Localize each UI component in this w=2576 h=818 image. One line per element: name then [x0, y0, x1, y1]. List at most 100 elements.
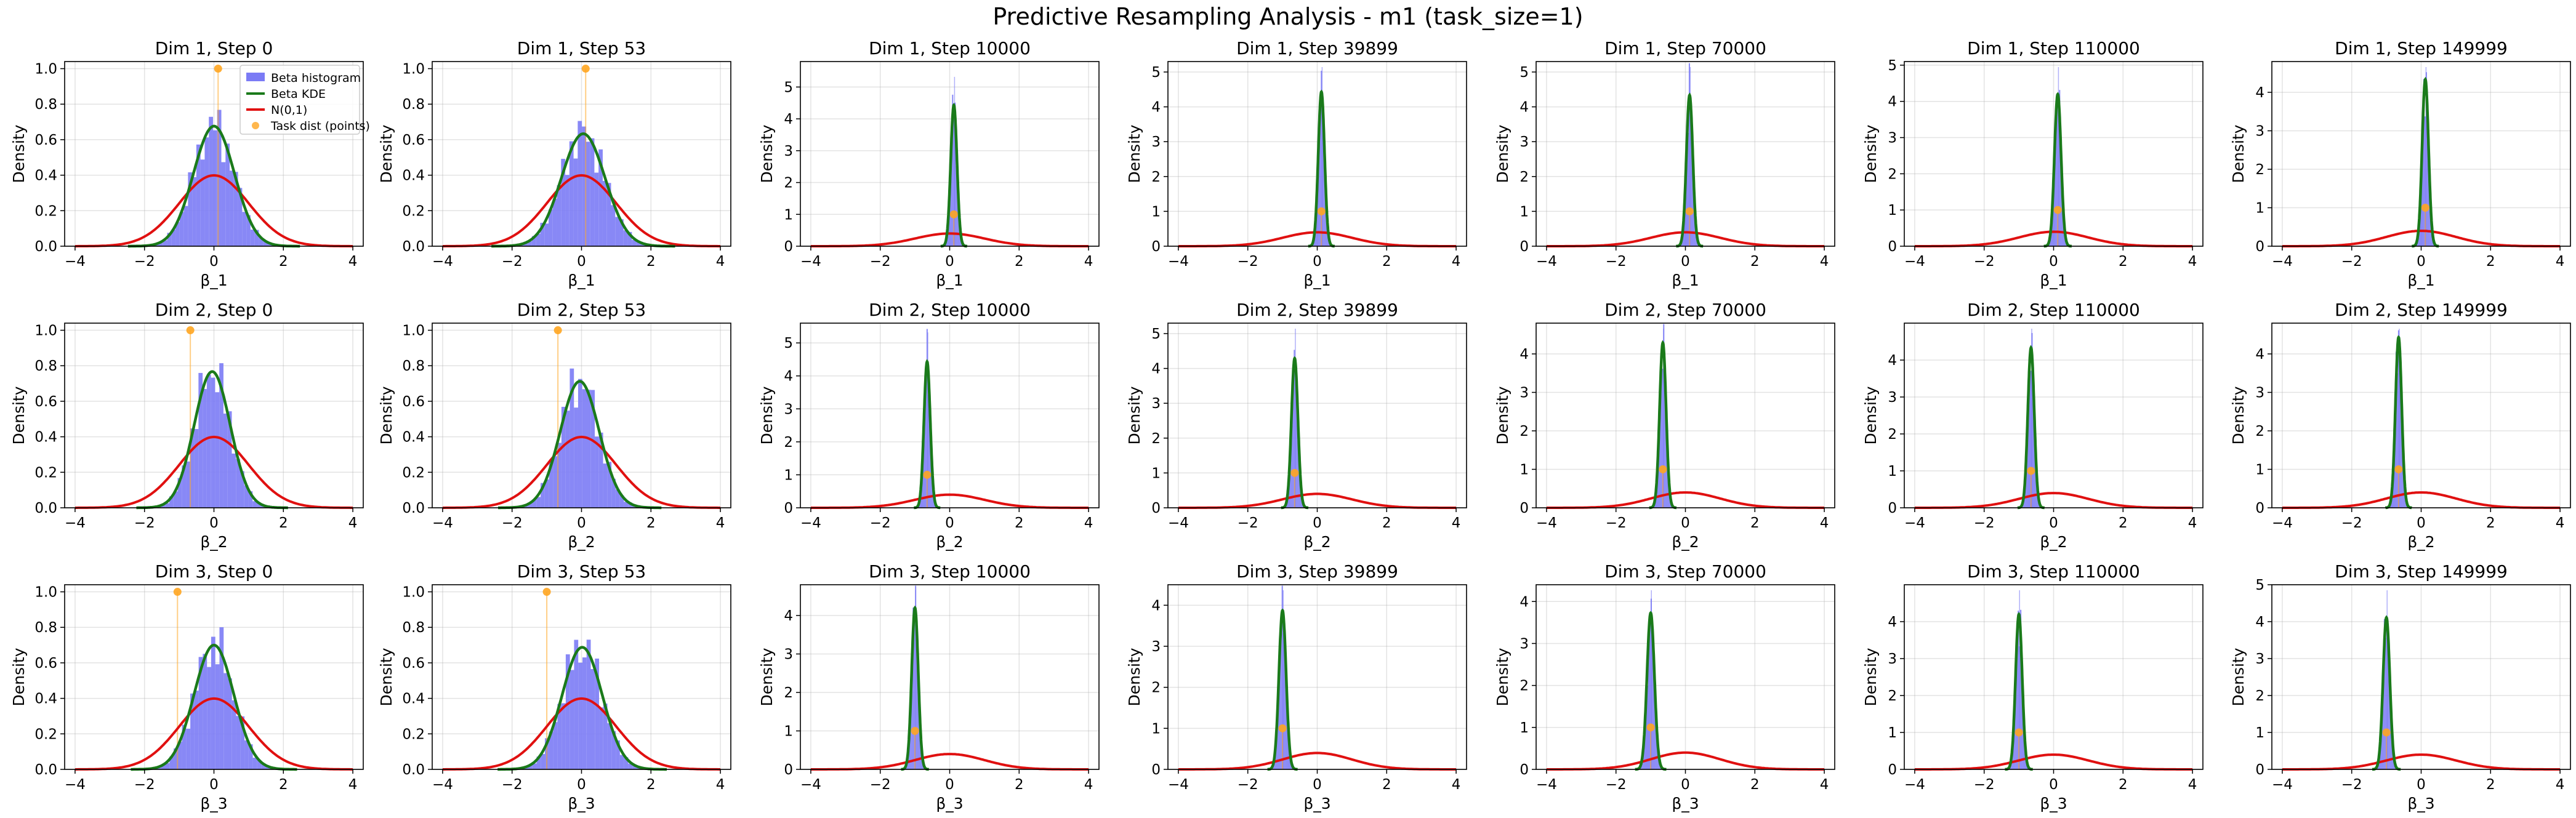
y-tick-label: 0.0 [34, 239, 57, 255]
normal-curve [74, 435, 353, 509]
x-tick-label: 4 [2556, 777, 2565, 793]
histogram-bar [586, 390, 591, 508]
histogram-bar [2402, 462, 2404, 508]
histogram-bar [573, 158, 578, 246]
histogram-bar [570, 670, 574, 769]
histogram-bar [627, 231, 632, 246]
histogram-bar [578, 662, 582, 769]
y-axis-label: Density [1862, 124, 1880, 183]
y-axis-label: Density [2229, 124, 2247, 183]
histogram-bar [2382, 681, 2384, 769]
x-tick-label: 0 [2049, 254, 2058, 270]
histogram-bar [163, 240, 167, 246]
x-tick-label: 2 [2119, 777, 2128, 793]
histogram-bar [1276, 720, 1278, 769]
histogram-bar [541, 483, 545, 508]
x-tick-label: −2 [870, 777, 891, 793]
histogram-bar [2051, 210, 2053, 246]
histogram-bar [1281, 585, 1283, 769]
y-tick-label: 0.4 [34, 430, 57, 446]
y-tick-label: 0.4 [34, 691, 57, 707]
y-axis-label: Density [1862, 648, 1880, 706]
x-tick-label: 0 [945, 254, 954, 270]
x-tick-label: −4 [432, 777, 453, 793]
histogram-bar [198, 657, 203, 769]
x-tick-label: 4 [716, 254, 725, 270]
x-tick-label: 0 [1313, 777, 1322, 793]
y-tick-label: 2 [1151, 680, 1161, 696]
task-point [1317, 207, 1326, 215]
chart-panel: −4 −2 0 2 4 0 1 2 3 4 5 Dim 1, Step 70000 β_1 Density [1494, 38, 1835, 289]
normal-curve [74, 697, 353, 771]
kde-curve [940, 103, 968, 248]
histogram-bar [628, 763, 633, 769]
kde-curve [1635, 611, 1667, 771]
histogram-bar [244, 740, 249, 769]
histogram-bar [952, 94, 954, 246]
y-tick-label: 3 [784, 143, 793, 159]
x-tick-label: 4 [716, 777, 725, 793]
y-tick-label: 0.8 [34, 97, 57, 113]
chart-panel: −4 −2 0 2 4 0 1 2 3 4 Dim 3, Step 39899 β_3 Density [1125, 561, 1467, 812]
histogram-bar [1294, 350, 1295, 508]
chart-panel: −4 −2 0 2 4 0 1 2 3 4 5 Dim 2, Step 39899 β_2 Density [1125, 300, 1467, 551]
task-point [173, 588, 182, 596]
y-tick-label: 0 [1151, 762, 1161, 778]
histogram-bar [607, 462, 612, 508]
histogram-bar [161, 764, 166, 769]
y-tick-label: 3 [2255, 124, 2264, 140]
x-tick-label: 0 [577, 254, 586, 270]
x-tick-label: −4 [65, 777, 86, 793]
y-tick-label: 0 [2255, 762, 2264, 778]
histogram-bar [914, 623, 916, 769]
x-tick-label: −4 [1168, 515, 1189, 531]
task-point [2053, 206, 2062, 214]
x-tick-label: 2 [1382, 515, 1391, 531]
y-axis-label: Density [1125, 386, 1143, 444]
histogram-bar [1291, 425, 1293, 508]
histogram-bar [263, 241, 267, 246]
y-tick-label: 1 [2255, 725, 2264, 741]
histogram-bar [173, 491, 178, 508]
x-tick-label: 2 [646, 515, 656, 531]
histogram-bar [598, 149, 603, 246]
kde-curve [497, 646, 667, 771]
histogram-bar [200, 159, 205, 246]
histogram-bar [2430, 222, 2432, 246]
histogram-bar [921, 468, 923, 508]
histogram-bar [628, 502, 632, 508]
x-tick-label: 0 [1313, 254, 1322, 270]
chart-panel: −4 −2 0 2 4 0 1 2 3 4 5 Dim 1, Step 10000 β_1 Density [758, 38, 1100, 289]
histogram-bar [924, 396, 925, 508]
x-axis-label: β_2 [936, 533, 963, 551]
histogram-bar [240, 716, 245, 769]
histogram-bar [2059, 90, 2061, 246]
histogram-bar [574, 640, 579, 769]
y-tick-label: 0.0 [402, 762, 425, 778]
x-axis-label: β_1 [936, 271, 963, 289]
y-tick-label: 4 [1151, 100, 1161, 116]
histogram-bar [557, 185, 561, 246]
histogram-bar [603, 463, 608, 508]
y-tick-label: 0.6 [34, 132, 57, 148]
histogram-bar [209, 116, 213, 246]
histogram-bar [183, 206, 188, 246]
histogram-bar [624, 757, 629, 769]
y-tick-label: 0.6 [402, 132, 425, 148]
histogram-bar [248, 744, 253, 769]
y-tick-label: 0 [2255, 500, 2264, 516]
histogram-bar [1691, 114, 1693, 246]
histogram-bar [615, 489, 620, 508]
histogram-bar [917, 669, 919, 769]
histogram-bar [632, 764, 637, 769]
x-tick-label: −4 [1904, 254, 1925, 270]
histogram-bar [2395, 351, 2397, 508]
histogram-bar [1652, 674, 1654, 769]
panel-title: Dim 1, Step 39899 [1236, 38, 1398, 58]
y-tick-label: 5 [1151, 326, 1161, 342]
histogram-bar [602, 180, 607, 246]
histogram-bar [1326, 207, 1327, 246]
y-tick-label: 0.4 [402, 168, 425, 184]
x-tick-label: 0 [209, 777, 219, 793]
histogram-bar [1687, 132, 1689, 246]
